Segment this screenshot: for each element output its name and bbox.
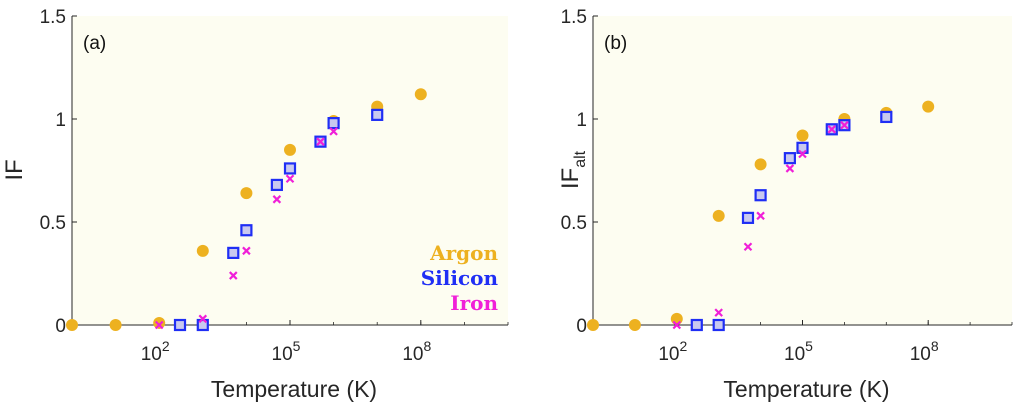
data-point-silicon [240, 224, 253, 237]
x-tick-base: 10 [910, 344, 931, 365]
data-point-iron [242, 246, 251, 256]
x-tick-exp: 5 [293, 338, 301, 354]
data-point-argon [922, 100, 935, 113]
data-point-argon [796, 129, 809, 142]
x-tick-exp: 8 [423, 338, 431, 354]
x-tick-label: 102 [658, 338, 687, 365]
y-axis-label: IFalt [557, 150, 589, 189]
data-point-argon [754, 158, 767, 171]
y-axis-label-sub: alt [572, 150, 589, 167]
data-point-silicon [173, 318, 187, 332]
data-point-argon [109, 319, 122, 331]
x-tick-base: 10 [402, 344, 423, 365]
data-point-silicon [371, 108, 384, 121]
y-tick-label: 1 [576, 110, 587, 131]
data-point-silicon [690, 318, 703, 332]
data-point-iron [198, 314, 208, 324]
x-tick-base: 10 [141, 344, 162, 365]
y-axis-label-main: IF [557, 168, 584, 189]
y-axis-label: IF [1, 159, 28, 180]
data-point-iron [785, 164, 795, 173]
data-point-iron [798, 149, 807, 159]
data-point-argon [196, 244, 209, 257]
data-point-silicon [741, 211, 755, 224]
data-point-iron [840, 120, 849, 130]
x-tick-label: 105 [272, 338, 301, 365]
data-point-iron [272, 195, 282, 204]
data-point-silicon [270, 178, 283, 192]
x-tick-label: 108 [402, 338, 431, 365]
y-tick-label: 1 [55, 110, 66, 131]
data-point-argon [587, 319, 599, 331]
data-point-argon [414, 88, 427, 101]
x-tick-label: 105 [784, 338, 813, 365]
data-point-argon [153, 316, 166, 329]
data-point-iron [329, 127, 338, 136]
x-tick-base: 10 [658, 344, 679, 365]
data-point-silicon [754, 189, 767, 202]
x-tick-exp: 2 [679, 338, 687, 354]
x-tick-base: 10 [272, 344, 293, 365]
data-point-silicon [880, 110, 893, 124]
data-point-iron [672, 320, 682, 330]
data-point-iron [827, 125, 837, 134]
y-tick-label: 0 [576, 316, 587, 337]
data-point-argon [240, 187, 253, 200]
data-point-iron [228, 271, 238, 280]
x-tick-exp: 5 [805, 338, 813, 354]
data-point-silicon [783, 152, 796, 165]
x-tick-exp: 2 [162, 338, 170, 354]
data-point-argon [628, 319, 641, 331]
data-point-iron [756, 211, 765, 221]
data-point-argon [712, 209, 725, 222]
data-point-silicon [712, 318, 725, 332]
data-point-iron [743, 242, 753, 251]
data-point-argon [670, 312, 683, 325]
legend-entry-silicon: Silicon [421, 266, 499, 290]
x-tick-label: 102 [141, 338, 170, 365]
data-point-iron [285, 174, 295, 184]
x-tick-exp: 8 [931, 338, 939, 354]
y-tick-label: 0 [55, 316, 66, 337]
panel-label: (a) [83, 33, 106, 54]
x-tick-label: 108 [910, 338, 939, 365]
x-tick-base: 10 [784, 344, 805, 365]
y-tick-label: 0.5 [561, 213, 587, 234]
series-iron [672, 120, 849, 330]
y-tick-label: 1.5 [561, 7, 587, 28]
data-point-iron [714, 308, 723, 317]
y-tick-label: 1.5 [40, 7, 66, 28]
x-axis-label: Temperature (K) [723, 376, 889, 402]
y-axis-label-main: IF [1, 159, 28, 180]
data-point-iron [316, 137, 325, 146]
data-point-argon [66, 319, 78, 331]
legend-entry-iron: Iron [450, 291, 498, 315]
data-point-silicon [227, 246, 240, 259]
y-tick-label: 0.5 [40, 213, 66, 234]
data-point-silicon [283, 162, 297, 175]
series-iron [154, 127, 338, 330]
plot-area [593, 16, 1012, 325]
x-axis-label: Temperature (K) [211, 376, 377, 402]
panel-label: (b) [604, 33, 627, 54]
legend-entry-argon: Argon [429, 241, 498, 265]
data-point-silicon [327, 117, 340, 130]
data-point-argon [284, 143, 296, 156]
data-point-iron [154, 320, 164, 330]
